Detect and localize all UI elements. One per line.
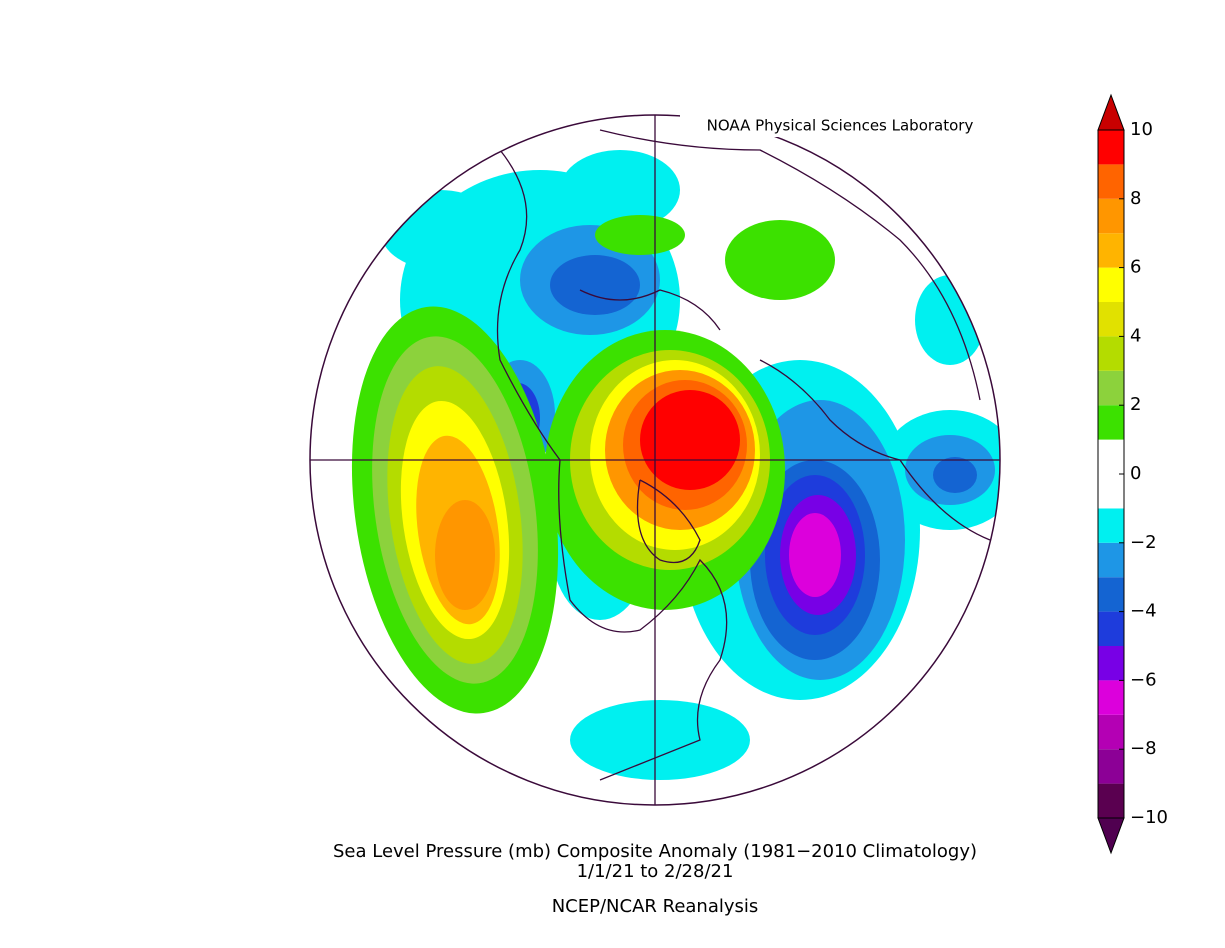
colorbar-tick-label: 2 xyxy=(1130,394,1141,415)
anomaly-region xyxy=(640,390,740,490)
colorbar-segment xyxy=(1098,439,1124,474)
anomaly-region xyxy=(789,513,841,597)
colorbar-tick-label: 0 xyxy=(1130,463,1141,484)
caption-source: NCEP/NCAR Reanalysis xyxy=(552,896,759,917)
anomaly-region xyxy=(570,700,750,780)
colorbar-segment xyxy=(1098,130,1124,165)
colorbar-segment xyxy=(1098,474,1124,509)
colorbar-segment xyxy=(1098,267,1124,302)
colorbar-segment xyxy=(1098,611,1124,646)
colorbar-segment xyxy=(1098,233,1124,268)
colorbar-segment xyxy=(1098,508,1124,543)
colorbar-segment xyxy=(1098,302,1124,337)
colorbar-segment xyxy=(1098,646,1124,681)
anomaly-region xyxy=(933,457,977,493)
anomaly-region xyxy=(595,215,685,255)
colorbar-segment xyxy=(1098,680,1124,715)
colorbar-segment xyxy=(1098,336,1124,371)
colorbar-segment xyxy=(1098,577,1124,612)
map-field xyxy=(351,129,1000,781)
anomaly-region xyxy=(550,255,640,315)
colorbar: 10 8 6 4 2 0 −2 −4 −6 −8 −10 xyxy=(1097,93,1168,855)
colorbar-segment xyxy=(1098,542,1124,578)
anomaly-region xyxy=(915,275,985,365)
colorbar-tick-label: −8 xyxy=(1130,738,1157,759)
anomaly-region xyxy=(560,150,680,230)
colorbar-under xyxy=(1097,817,1125,855)
colorbar-segment xyxy=(1098,783,1124,818)
anomaly-region xyxy=(725,220,835,300)
caption-title: Sea Level Pressure (mb) Composite Anomal… xyxy=(333,841,977,862)
colorbar-segment xyxy=(1098,405,1124,440)
colorbar-tick-label: −6 xyxy=(1130,669,1157,690)
colorbar-tick-label: 4 xyxy=(1130,325,1141,346)
coastlines xyxy=(496,129,991,781)
colorbar-over xyxy=(1097,93,1125,131)
credit-backdrop xyxy=(680,115,1000,137)
credit: NOAA Physical Sciences Laboratory xyxy=(707,117,974,135)
caption-period: 1/1/21 to 2/28/21 xyxy=(577,861,734,882)
colorbar-tick-label: −4 xyxy=(1130,601,1157,622)
colorbar-tick-label: −2 xyxy=(1130,532,1157,553)
colorbar-segment xyxy=(1098,198,1124,234)
colorbar-tick-label: 8 xyxy=(1130,188,1141,209)
colorbar-segment xyxy=(1098,749,1124,784)
colorbar-segment xyxy=(1098,370,1124,406)
colorbar-tick-label: 10 xyxy=(1130,119,1153,140)
colorbar-segment xyxy=(1098,164,1124,199)
anomaly-region xyxy=(435,500,495,610)
colorbar-tick-label: −10 xyxy=(1130,807,1168,828)
colorbar-tick-label: 6 xyxy=(1130,257,1141,278)
colorbar-segment xyxy=(1098,714,1124,750)
